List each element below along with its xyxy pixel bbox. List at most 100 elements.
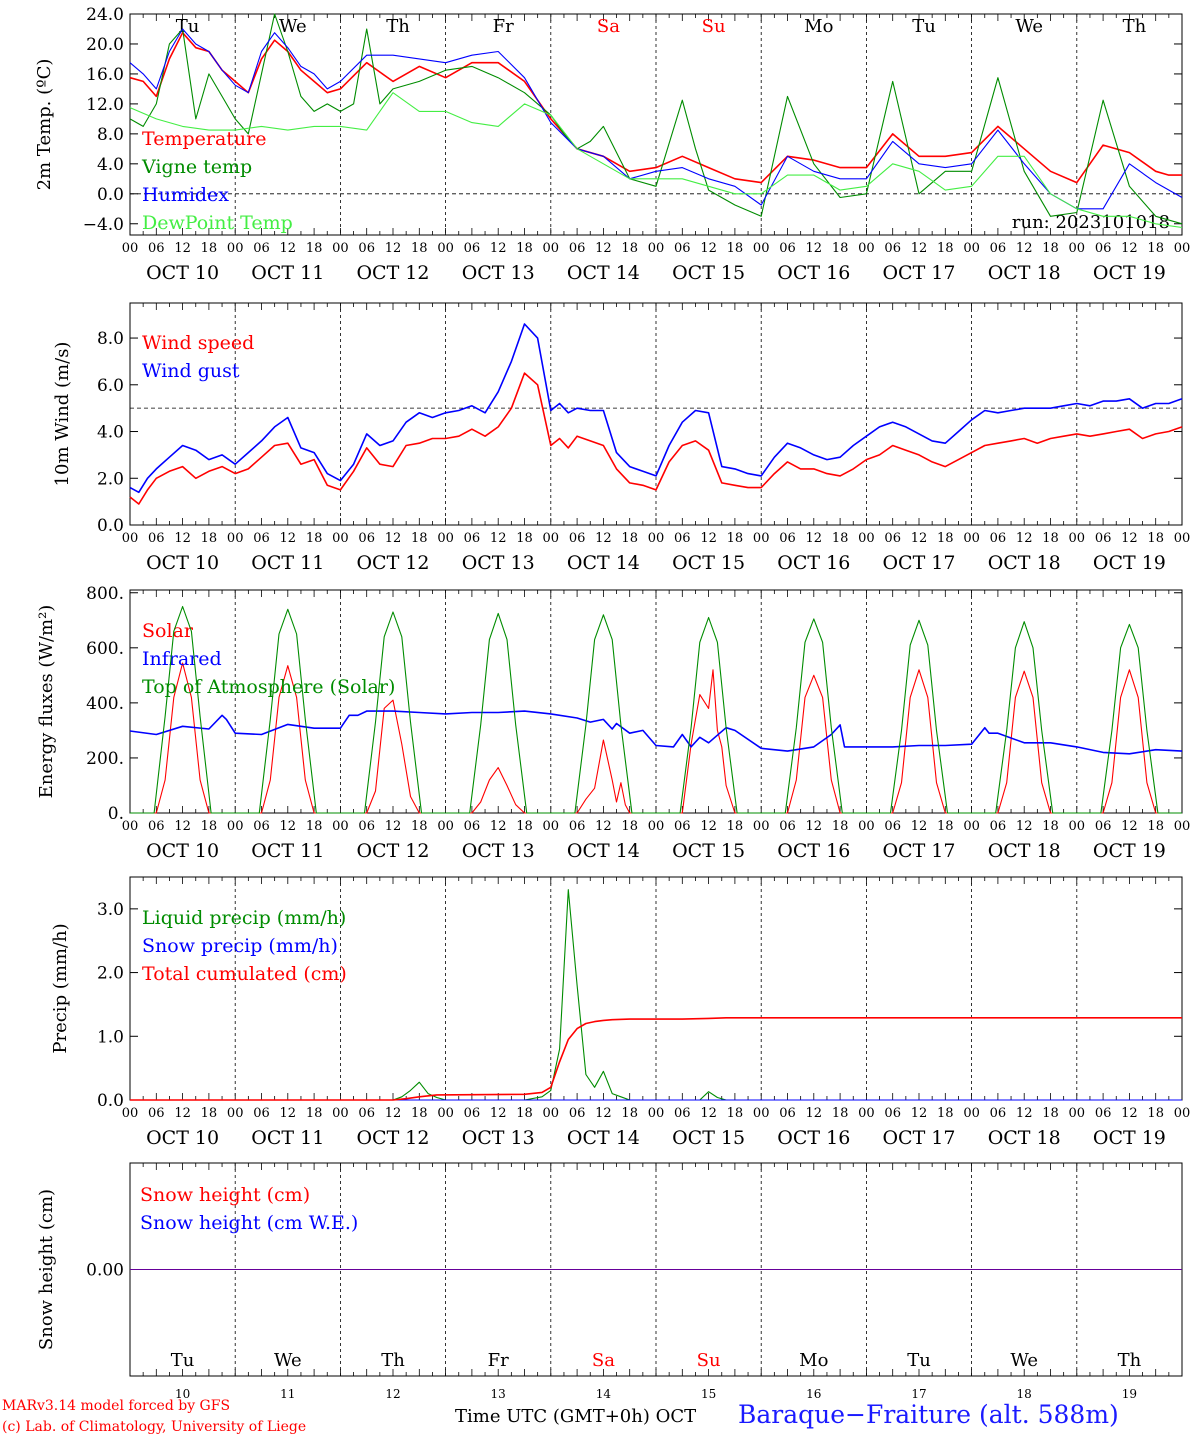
model-credit: MARv3.14 model forced by GFS <box>2 1398 231 1414</box>
hour-label: 00 <box>332 819 349 834</box>
hour-label: 18 <box>621 819 638 834</box>
y-tick-label: 6.0 <box>97 376 124 396</box>
hour-label: 18 <box>1042 241 1059 256</box>
day-label: OCT 13 <box>462 1127 535 1149</box>
panel-2: 0.0 2.0 4.0 6.0 8.0 10m Wind (m/s) 00 06 12 18 00 0… <box>52 302 1191 574</box>
hour-label: 00 <box>753 819 770 834</box>
hour-label: 12 <box>1016 531 1033 546</box>
weekday-label: We <box>1015 16 1043 37</box>
day-label: OCT 17 <box>882 552 955 574</box>
hour-label: 06 <box>990 1106 1007 1121</box>
hour-label: 06 <box>779 531 796 546</box>
hour-label: 00 <box>753 1106 770 1121</box>
hour-label: 12 <box>174 819 191 834</box>
y-tick-label: 8.0 <box>97 329 124 349</box>
day-label: OCT 16 <box>777 840 850 862</box>
hour-label: 12 <box>1121 819 1138 834</box>
day-label: OCT 14 <box>567 552 640 574</box>
series-line <box>129 372 1183 505</box>
hour-label: 06 <box>148 1106 165 1121</box>
hour-label: 18 <box>1042 531 1059 546</box>
y-tick-label: 800. <box>86 584 124 604</box>
station-name: Baraque−Fraiture (alt. 588m) <box>738 1400 1119 1429</box>
day-label: OCT 16 <box>777 1127 850 1149</box>
day-label: OCT 14 <box>567 262 640 284</box>
hour-label: 06 <box>464 819 481 834</box>
day-label: OCT 11 <box>251 552 324 574</box>
hour-label: 00 <box>858 1106 875 1121</box>
hour-label: 00 <box>227 819 244 834</box>
day-label: OCT 10 <box>146 840 219 862</box>
hour-label: 18 <box>832 1106 849 1121</box>
panel-1: −4.0 0.0 4.0 8.0 12.0 16.0 20.0 24.0 2m Temp. (º… <box>34 5 1190 284</box>
day-label: OCT 15 <box>672 1127 745 1149</box>
hour-label: 12 <box>806 241 823 256</box>
y-tick-label: 3.0 <box>97 900 124 920</box>
hour-label: 18 <box>306 241 323 256</box>
legend-entry: Wind gust <box>142 360 240 382</box>
day-label: OCT 17 <box>882 840 955 862</box>
hour-label: 18 <box>411 241 428 256</box>
y-tick-label: 8.0 <box>97 125 124 145</box>
hour-label: 00 <box>1174 531 1191 546</box>
hour-label: 06 <box>569 531 586 546</box>
hour-label: 06 <box>674 531 691 546</box>
series-line <box>129 13 1183 225</box>
hour-label: 00 <box>227 1106 244 1121</box>
run-label: run: 2023101018 <box>1012 212 1170 233</box>
hour-label: 00 <box>648 819 665 834</box>
hour-label: 18 <box>621 241 638 256</box>
hour-label: 00 <box>1174 1106 1191 1121</box>
hour-label: 12 <box>806 1106 823 1121</box>
weekday-label: Tu <box>912 16 936 37</box>
hour-label: 12 <box>1016 819 1033 834</box>
y-tick-label: 600. <box>86 639 124 659</box>
day-label: OCT 11 <box>251 262 324 284</box>
hour-label: 06 <box>884 819 901 834</box>
day-label: OCT 17 <box>882 1127 955 1149</box>
hour-label: 06 <box>1095 531 1112 546</box>
hour-label: 18 <box>516 531 533 546</box>
day-label: OCT 14 <box>567 840 640 862</box>
hour-label: 18 <box>937 1106 954 1121</box>
hour-label: 00 <box>122 531 139 546</box>
y-axis-label: Precip (mm/h) <box>50 923 71 1053</box>
hour-label: 06 <box>253 819 270 834</box>
hour-label: 00 <box>1069 531 1086 546</box>
day-label: OCT 10 <box>146 552 219 574</box>
day-label: OCT 12 <box>356 1127 429 1149</box>
y-tick-label: 4.0 <box>97 155 124 175</box>
hour-label: 00 <box>858 531 875 546</box>
panel-4: 0.0 1.0 2.0 3.0 Precip (mm/h) 00 06 12 18 00 06 12 1… <box>50 876 1191 1149</box>
hour-label: 12 <box>385 241 402 256</box>
hour-label: 18 <box>411 531 428 546</box>
day-label: OCT 10 <box>146 1127 219 1149</box>
hour-label: 06 <box>253 531 270 546</box>
hour-label: 00 <box>227 531 244 546</box>
day-label: OCT 15 <box>672 840 745 862</box>
hour-label: 18 <box>306 531 323 546</box>
legend-entry: Total cumulated (cm) <box>142 963 347 985</box>
legend-entry: Top of Atmosphere (Solar) <box>142 676 395 698</box>
hour-label: 00 <box>963 1106 980 1121</box>
y-tick-label: 0.0 <box>97 516 124 536</box>
day-label: OCT 19 <box>1093 1127 1166 1149</box>
hour-label: 18 <box>937 241 954 256</box>
hour-label: 00 <box>543 531 560 546</box>
hour-label: 12 <box>700 819 717 834</box>
day-label: OCT 15 <box>672 552 745 574</box>
hour-label: 12 <box>806 819 823 834</box>
hour-label: 18 <box>621 531 638 546</box>
weekday-label: Fr <box>493 16 514 37</box>
hour-label: 18 <box>621 1106 638 1121</box>
hour-label: 06 <box>358 1106 375 1121</box>
hour-label: 00 <box>963 819 980 834</box>
hour-label: 12 <box>280 531 297 546</box>
hour-label: 00 <box>1174 819 1191 834</box>
hour-label: 18 <box>727 1106 744 1121</box>
weekday-label: Su <box>697 1350 721 1371</box>
series-line <box>129 323 1183 494</box>
series-line <box>130 1016 1182 1101</box>
hour-label: 06 <box>1095 819 1112 834</box>
hour-label: 06 <box>464 1106 481 1121</box>
